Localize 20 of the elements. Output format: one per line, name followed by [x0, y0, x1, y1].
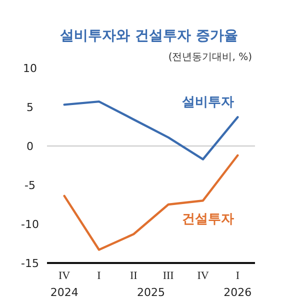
- x-tick-label: II: [130, 270, 138, 282]
- series-label: 건설투자: [182, 212, 234, 227]
- y-tick-label: 0: [26, 140, 34, 153]
- x-tick-label: IV: [197, 270, 209, 282]
- y-tick-label: 10: [23, 62, 37, 75]
- chart-title: 설비투자와 건설투자 증가율: [60, 28, 238, 44]
- x-tick-label: III: [162, 270, 174, 282]
- series-label: 설비투자: [182, 95, 234, 110]
- line-series: [63, 154, 239, 251]
- y-tick-label: -10: [21, 218, 39, 231]
- text: 2025: [137, 286, 165, 299]
- x-tick-label: IV: [58, 270, 70, 282]
- chart-subtitle: (전년동기대비, %): [168, 52, 252, 63]
- text: 2024: [50, 286, 78, 299]
- text: 2026: [224, 286, 252, 299]
- y-tick-label: -15: [21, 257, 39, 270]
- x-tick-label: I: [97, 270, 102, 282]
- y-tick-label: 5: [26, 101, 34, 114]
- x-tick-label: I: [236, 270, 240, 282]
- y-tick-label: -5: [24, 179, 36, 192]
